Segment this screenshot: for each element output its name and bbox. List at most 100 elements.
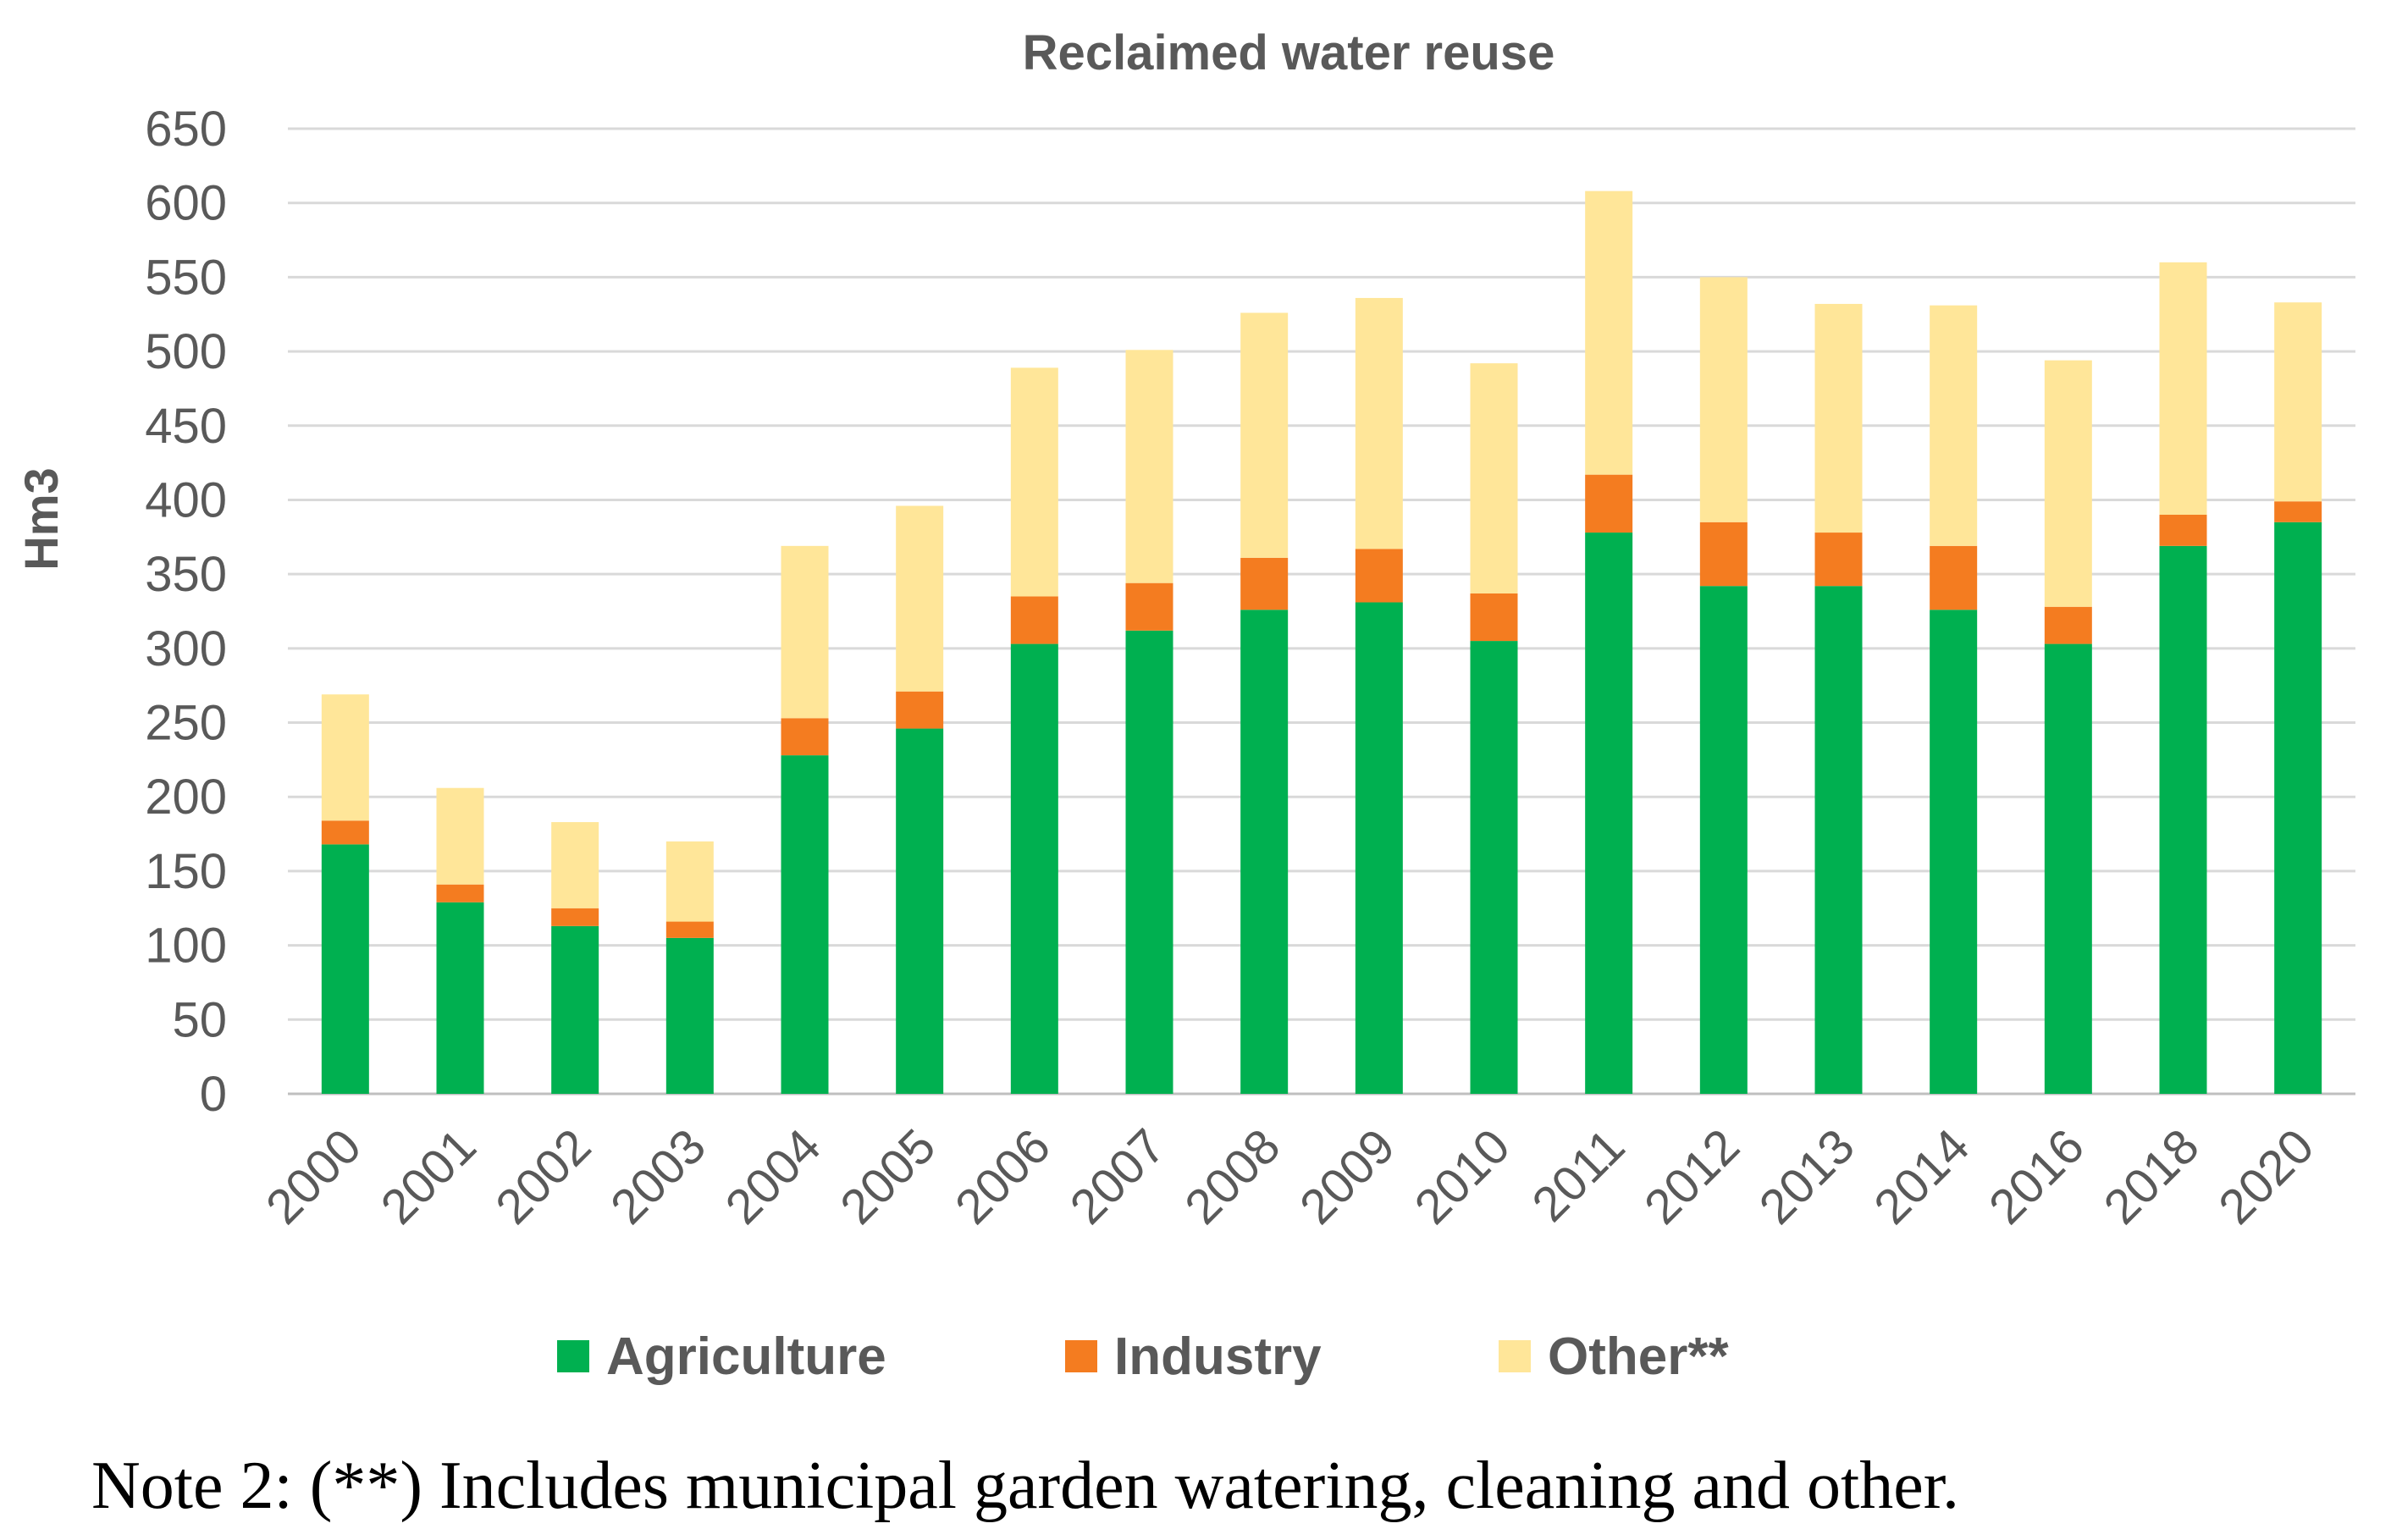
bar-agriculture-2006 — [1010, 643, 1058, 1094]
y-tick-label: 50 — [172, 992, 227, 1047]
y-tick-label: 350 — [145, 547, 227, 602]
bar-industry-2005 — [896, 691, 944, 729]
y-tick-label: 250 — [145, 696, 227, 751]
bar-other-2001 — [436, 787, 484, 885]
bar-industry-2013 — [1814, 533, 1863, 587]
bar-agriculture-2002 — [551, 925, 599, 1094]
bar-other-2004 — [781, 545, 829, 719]
bar-other-2014 — [1930, 305, 1978, 546]
bar-agriculture-2001 — [436, 902, 484, 1094]
bar-industry-2000 — [321, 820, 369, 845]
bar-industry-2009 — [1355, 549, 1403, 603]
y-tick-label: 300 — [145, 621, 227, 676]
bar-industry-2006 — [1010, 596, 1058, 644]
bar-industry-2018 — [2159, 515, 2207, 546]
bar-agriculture-2000 — [321, 844, 369, 1094]
legend-swatch — [557, 1340, 589, 1372]
legend-label: Other** — [1548, 1327, 1729, 1386]
footnote: Note 2: (**) Includes municipal garden w… — [91, 1449, 1959, 1523]
x-tick-label: 2018 — [2093, 1118, 2209, 1234]
y-tick-label: 200 — [145, 770, 227, 825]
bars — [321, 190, 2322, 1094]
legend-label: Agriculture — [606, 1327, 886, 1386]
x-tick-label: 2011 — [1521, 1118, 1635, 1232]
x-tick-label: 2007 — [1059, 1118, 1175, 1234]
x-tick-label: 2016 — [1979, 1118, 2095, 1234]
y-tick-label: 400 — [145, 472, 227, 527]
bar-agriculture-2008 — [1240, 610, 1289, 1094]
bar-other-2012 — [1699, 277, 1748, 522]
bar-other-2000 — [321, 694, 369, 821]
x-tick-label: 2002 — [485, 1118, 601, 1234]
x-tick-label: 2000 — [256, 1118, 372, 1234]
bar-agriculture-2007 — [1125, 630, 1173, 1094]
bar-agriculture-2014 — [1930, 610, 1978, 1094]
y-tick-label: 450 — [145, 399, 227, 454]
bar-industry-2011 — [1585, 474, 1633, 533]
bar-other-2006 — [1010, 367, 1058, 597]
bar-other-2020 — [2274, 302, 2322, 502]
bar-other-2005 — [896, 505, 944, 692]
legend: Agriculture Industry Other** — [557, 1327, 1729, 1386]
bar-other-2003 — [665, 841, 714, 922]
x-tick-label: 2004 — [715, 1118, 831, 1234]
bar-industry-2001 — [436, 884, 484, 902]
bar-industry-2004 — [781, 718, 829, 756]
bar-other-2007 — [1125, 350, 1173, 583]
y-tick-label: 150 — [145, 844, 227, 899]
bar-agriculture-2020 — [2274, 522, 2322, 1094]
x-tick-label: 2001 — [370, 1118, 486, 1234]
bar-other-2010 — [1470, 363, 1518, 593]
x-tick-label: 2013 — [1748, 1118, 1864, 1234]
bar-industry-2002 — [551, 908, 599, 926]
bar-industry-2010 — [1470, 593, 1518, 642]
bar-agriculture-2003 — [665, 937, 714, 1094]
x-tick-label: 2020 — [2208, 1118, 2324, 1234]
y-tick-label: 650 — [145, 102, 227, 157]
bar-agriculture-2010 — [1470, 641, 1518, 1094]
bar-agriculture-2012 — [1699, 586, 1748, 1094]
bar-industry-2008 — [1240, 557, 1289, 610]
gridlines — [288, 127, 2355, 1096]
bar-industry-2016 — [2044, 606, 2092, 644]
y-axis-label: Hm3 — [14, 467, 68, 570]
x-tick-label: 2012 — [1634, 1118, 1750, 1234]
x-tick-label: 2005 — [830, 1118, 946, 1234]
bar-agriculture-2004 — [781, 755, 829, 1094]
y-tick-label: 550 — [145, 250, 227, 305]
x-tick-label: 2008 — [1174, 1118, 1290, 1234]
x-tick-label: 2006 — [945, 1118, 1061, 1234]
bar-industry-2020 — [2274, 501, 2322, 522]
bar-agriculture-2011 — [1585, 533, 1633, 1094]
bar-industry-2014 — [1930, 545, 1978, 610]
bar-agriculture-2018 — [2159, 545, 2207, 1094]
legend-label: Industry — [1114, 1327, 1322, 1386]
y-tick-label: 600 — [145, 176, 227, 231]
bar-other-2011 — [1585, 190, 1633, 475]
bar-industry-2012 — [1699, 522, 1748, 587]
bar-agriculture-2013 — [1814, 586, 1863, 1094]
y-tick-label: 100 — [145, 919, 227, 974]
bar-agriculture-2016 — [2044, 643, 2092, 1094]
bar-other-2016 — [2044, 360, 2092, 607]
bar-other-2013 — [1814, 303, 1863, 533]
x-tick-label: 2010 — [1404, 1118, 1520, 1234]
y-tick-label: 0 — [200, 1067, 227, 1122]
x-tick-label: 2009 — [1289, 1118, 1405, 1234]
y-tick-label: 500 — [145, 324, 227, 379]
chart-title: Reclaimed water reuse — [1023, 25, 1555, 80]
bar-industry-2003 — [665, 921, 714, 938]
bar-industry-2007 — [1125, 582, 1173, 631]
bar-agriculture-2005 — [896, 728, 944, 1094]
legend-swatch — [1499, 1340, 1531, 1372]
bar-other-2009 — [1355, 297, 1403, 549]
x-axis-ticks: 2000200120022003200420052006200720082009… — [256, 1118, 2325, 1234]
chart: Reclaimed water reuse 0 50 100 150 200 250 300… — [14, 25, 2355, 1386]
x-tick-label: 2003 — [600, 1118, 716, 1234]
legend-swatch — [1065, 1340, 1097, 1372]
bar-other-2018 — [2159, 262, 2207, 515]
x-tick-label: 2014 — [1864, 1118, 1980, 1234]
bar-agriculture-2009 — [1355, 602, 1403, 1094]
bar-other-2008 — [1240, 312, 1289, 558]
bar-other-2002 — [551, 822, 599, 908]
